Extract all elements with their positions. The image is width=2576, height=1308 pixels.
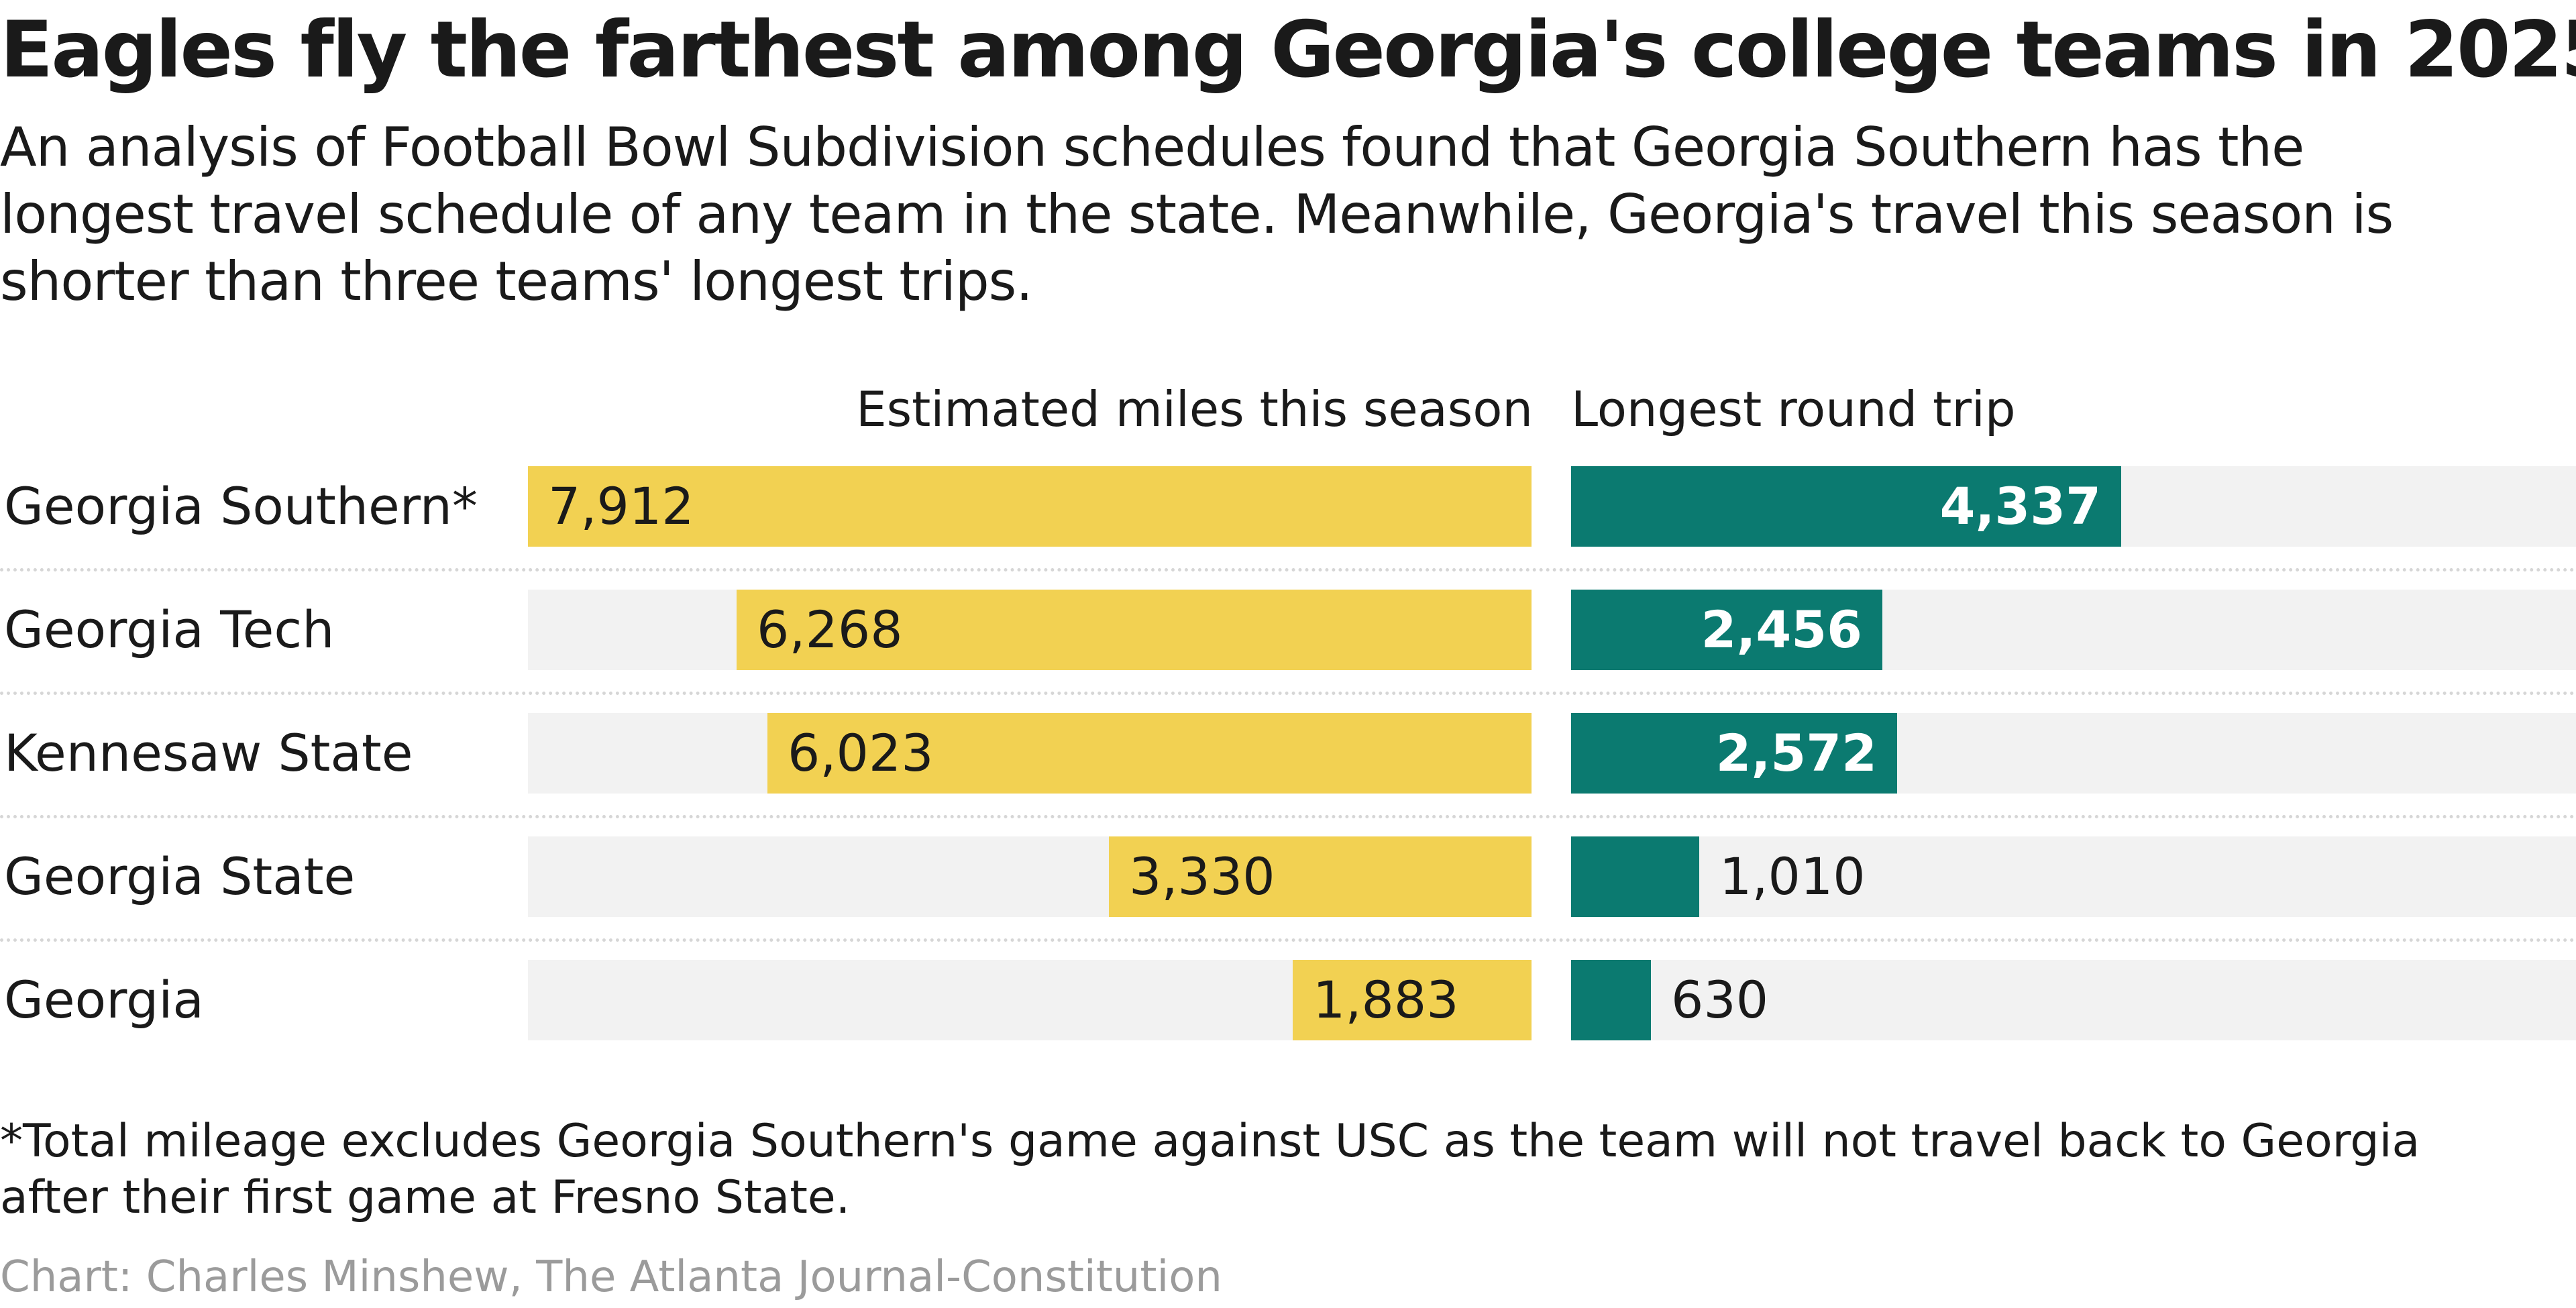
- team-label: Georgia State: [4, 847, 356, 906]
- row-separator: [0, 692, 2576, 695]
- bar-row: Kennesaw State 6,023 2,572: [0, 713, 2576, 836]
- team-label: Kennesaw State: [4, 723, 413, 783]
- chart-credit: Chart: Charles Minshew, The Atlanta Jour…: [0, 1252, 1222, 1302]
- team-label: Georgia Tech: [4, 600, 335, 659]
- trip-value-label: 4,337: [1939, 476, 2101, 536]
- team-label: Georgia Southern*: [4, 476, 478, 536]
- chart-subtitle: An analysis of Football Bowl Subdivision…: [0, 116, 2394, 313]
- trip-track: [1571, 836, 2576, 917]
- team-label: Georgia: [4, 970, 204, 1030]
- trip-bar: [1571, 960, 1651, 1040]
- bar-row: Georgia Tech 6,268 2,456: [0, 590, 2576, 713]
- column-header-miles: Estimated miles this season: [856, 381, 1533, 437]
- bar-row: Georgia 1,883 630: [0, 960, 2576, 1083]
- trip-value-label: 2,572: [1715, 723, 1877, 783]
- trip-bar: [1571, 713, 1897, 794]
- chart-title: Eagles fly the farthest among Georgia's …: [0, 5, 2576, 95]
- miles-bar: [528, 466, 1532, 547]
- miles-value-label: 7,912: [548, 476, 694, 536]
- miles-bar: [1109, 836, 1532, 917]
- trip-bar: [1571, 466, 2121, 547]
- trip-track: [1571, 960, 2576, 1040]
- row-separator: [0, 938, 2576, 942]
- miles-bar: [767, 713, 1532, 794]
- miles-value-label: 6,023: [788, 723, 934, 783]
- miles-bar: [1293, 960, 1532, 1040]
- trip-bar: [1571, 590, 1882, 670]
- row-separator: [0, 815, 2576, 818]
- trip-value-label: 1,010: [1719, 847, 1866, 906]
- miles-bar: [737, 590, 1532, 670]
- column-header-longest-trip: Longest round trip: [1571, 381, 2016, 437]
- trip-value-label: 630: [1671, 970, 1769, 1030]
- trip-bar: [1571, 836, 1699, 917]
- miles-value-label: 6,268: [757, 600, 903, 659]
- miles-value-label: 1,883: [1313, 970, 1459, 1030]
- miles-value-label: 3,330: [1129, 847, 1275, 906]
- bar-row: Georgia Southern* 7,912 4,337: [0, 466, 2576, 590]
- row-separator: [0, 568, 2576, 571]
- trip-value-label: 2,456: [1701, 600, 1862, 659]
- bar-row: Georgia State 3,330 1,010: [0, 836, 2576, 960]
- footnote: *Total mileage excludes Georgia Southern…: [0, 1115, 2420, 1224]
